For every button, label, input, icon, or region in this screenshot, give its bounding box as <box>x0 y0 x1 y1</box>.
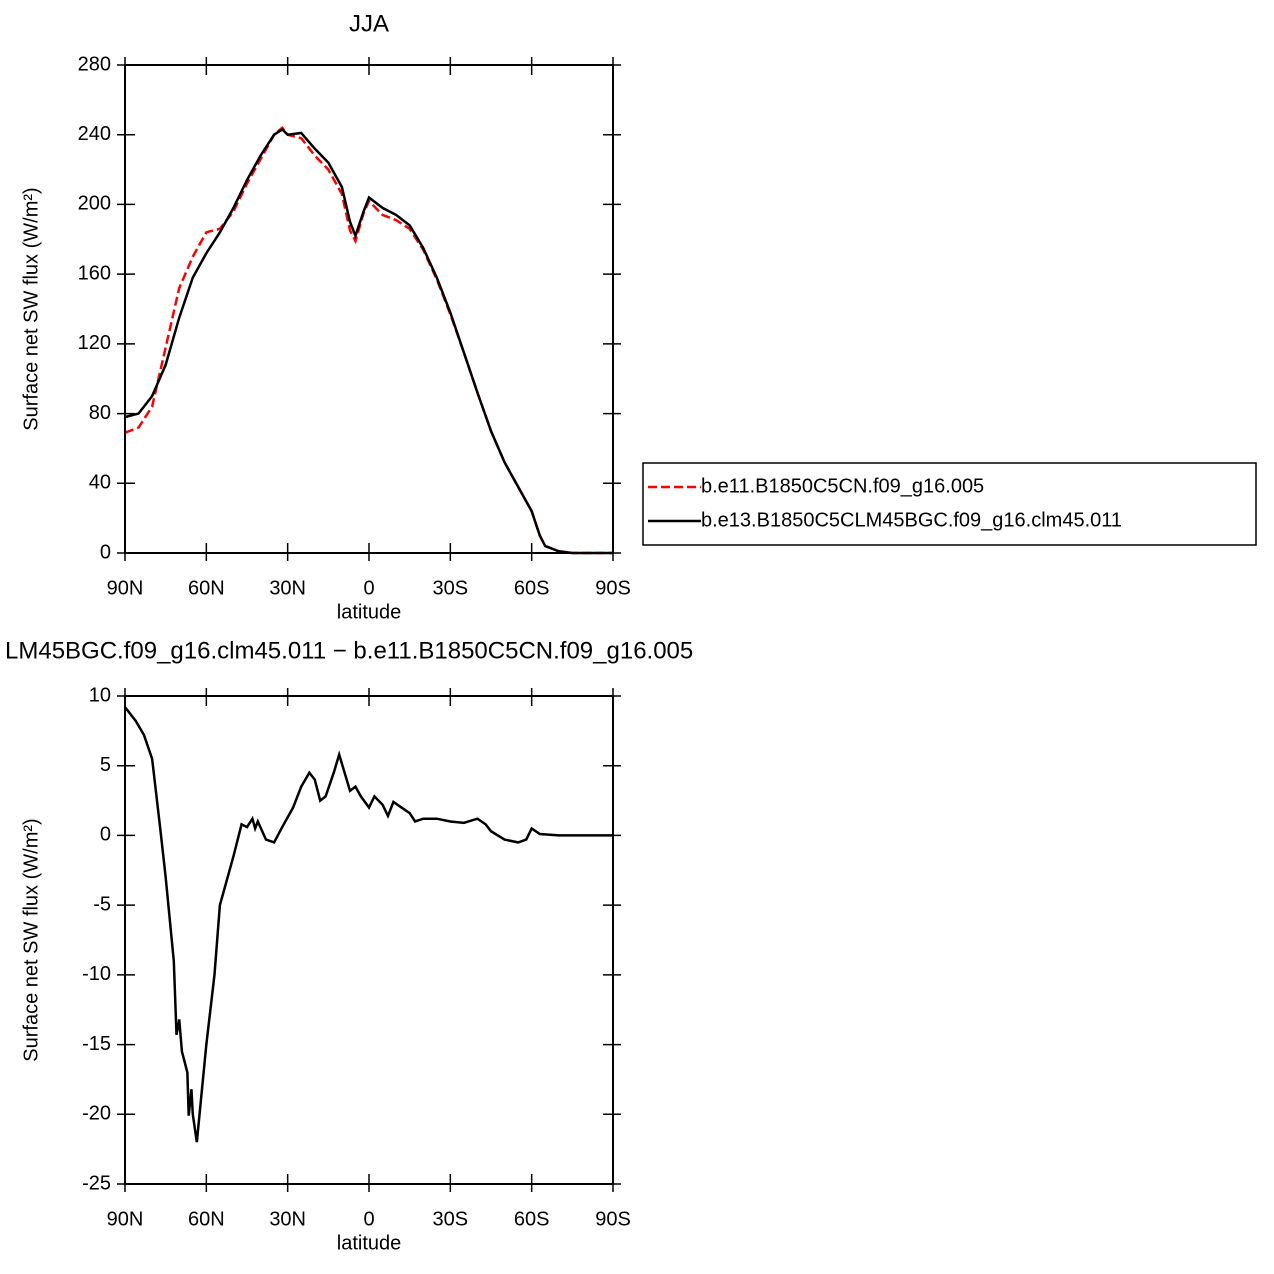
y-tick-label: 5 <box>100 754 111 776</box>
x-tick-label: 30S <box>433 1208 469 1230</box>
y-tick-label: 120 <box>78 332 111 354</box>
chart-title: JJA <box>349 10 389 37</box>
y-tick-label: -20 <box>82 1103 111 1125</box>
legend-label: b.e13.B1850C5CLM45BGC.f09_g16.clm45.011 <box>701 509 1122 531</box>
x-axis-label: latitude <box>337 1232 402 1254</box>
y-tick-label: -25 <box>82 1172 111 1194</box>
y-tick-label: -10 <box>82 963 111 985</box>
x-tick-label: 60S <box>514 1208 550 1230</box>
x-axis-label: latitude <box>337 601 402 623</box>
x-tick-label: 60S <box>514 577 550 599</box>
legend-label: b.e11.B1850C5CN.f09_g16.005 <box>701 475 984 497</box>
chart-title: LM45BGC.f09_g16.clm45.011 − b.e11.B1850C… <box>5 637 693 664</box>
legend-box <box>642 462 1257 546</box>
data-line <box>124 127 613 555</box>
x-tick-label: 60N <box>188 1208 225 1230</box>
y-tick-label: -15 <box>82 1033 111 1055</box>
plot-frame <box>124 64 614 554</box>
y-tick-label: 0 <box>100 541 111 563</box>
y-axis-label: Surface net SW flux (W/m²) <box>20 818 42 1061</box>
x-tick-label: 90N <box>107 1208 144 1230</box>
plot-frame <box>124 695 614 1185</box>
data-line <box>124 125 613 555</box>
y-tick-label: 240 <box>78 123 111 145</box>
x-tick-label: 90S <box>595 1208 631 1230</box>
x-tick-label: 90N <box>107 577 144 599</box>
data-line <box>124 706 613 1143</box>
x-tick-label: 0 <box>363 577 374 599</box>
y-tick-label: 0 <box>100 824 111 846</box>
x-tick-label: 30S <box>433 577 469 599</box>
y-tick-label: 40 <box>89 472 111 494</box>
x-tick-label: 0 <box>363 1208 374 1230</box>
x-tick-label: 90S <box>595 577 631 599</box>
y-tick-label: 280 <box>78 53 111 75</box>
y-axis-label: Surface net SW flux (W/m²) <box>20 187 42 430</box>
y-tick-label: 10 <box>89 684 111 706</box>
y-tick-label: 80 <box>89 402 111 424</box>
x-tick-label: 60N <box>188 577 225 599</box>
x-tick-label: 30N <box>269 1208 306 1230</box>
y-tick-label: -5 <box>93 893 111 915</box>
y-tick-label: 200 <box>78 193 111 215</box>
x-tick-label: 30N <box>269 577 306 599</box>
y-tick-label: 160 <box>78 262 111 284</box>
